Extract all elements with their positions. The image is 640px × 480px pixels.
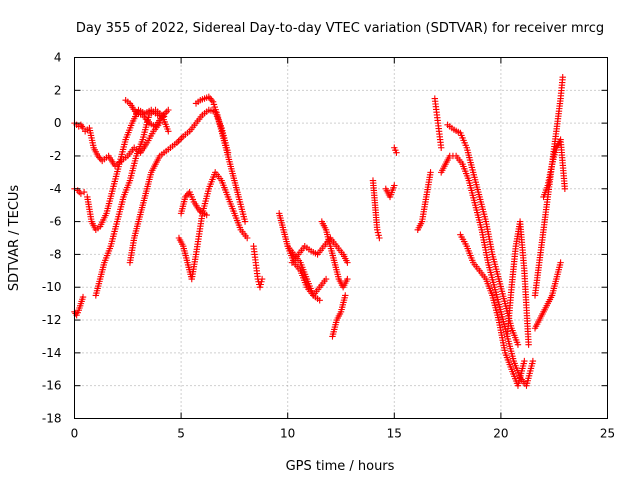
data-point — [79, 293, 87, 301]
x-tick-label: 10 — [280, 427, 295, 441]
tick-layer: 0 5 10 15 20 25 -18 -16 -14 -12 -10 -8 -6 -4 -2 0 2 4 — [42, 51, 615, 441]
series-arc-16 — [318, 218, 351, 291]
y-tick-label: -18 — [42, 412, 62, 426]
series-arc-14 — [284, 243, 323, 304]
series-arc-29 — [540, 136, 569, 201]
data-point — [344, 275, 351, 283]
data-point — [427, 169, 434, 176]
series-arc-12 — [250, 243, 266, 291]
x-tick-label: 25 — [600, 427, 615, 441]
series-arc-22 — [431, 95, 445, 151]
data-point — [344, 259, 351, 266]
data-point — [203, 211, 210, 219]
series-arc-03 — [71, 293, 87, 319]
data-point — [243, 234, 251, 242]
series-arc-09 — [175, 169, 251, 283]
data-point — [256, 284, 264, 291]
data-point — [376, 234, 383, 242]
y-tick-label: -12 — [42, 313, 62, 327]
x-tick-label: 0 — [71, 427, 79, 441]
y-tick-label: 2 — [54, 83, 62, 97]
data-point — [241, 218, 249, 225]
y-tick-label: -14 — [42, 346, 62, 360]
y-tick-label: -4 — [50, 182, 62, 196]
data-point — [561, 185, 569, 192]
data-point — [438, 144, 445, 151]
series-arc-28 — [531, 259, 564, 332]
series-arc-18 — [369, 177, 383, 242]
data-point — [557, 259, 564, 266]
y-axis-label: SDTVAR / TECUs — [7, 185, 22, 292]
series-arc-02 — [71, 185, 88, 197]
data-point — [342, 292, 349, 299]
data-point — [207, 95, 214, 102]
series-arc-15 — [288, 234, 351, 266]
data-point — [78, 123, 86, 130]
data-point — [165, 106, 172, 114]
data-point — [393, 149, 400, 156]
data-point — [525, 341, 532, 348]
data-point — [77, 190, 85, 197]
data-point — [316, 297, 323, 304]
y-tick-label: -2 — [50, 149, 62, 163]
y-tick-label: 4 — [54, 51, 62, 65]
data-layer — [71, 73, 569, 389]
y-tick-label: 0 — [54, 116, 62, 130]
plot-frame — [74, 57, 608, 419]
series-arc-10 — [177, 188, 210, 219]
y-tick-label: -8 — [50, 247, 62, 261]
series-arc-11 — [192, 93, 249, 225]
x-axis-label: GPS time / hours — [286, 459, 395, 474]
data-point — [175, 137, 182, 145]
x-tick-label: 15 — [387, 427, 402, 441]
series-arc-25 — [457, 231, 528, 389]
data-point — [391, 182, 398, 189]
data-point — [74, 187, 81, 194]
y-tick-label: -6 — [50, 215, 62, 229]
data-point — [375, 232, 382, 239]
data-point — [521, 357, 528, 365]
series-arc-06 — [92, 106, 172, 299]
series-arc-01 — [71, 119, 87, 132]
series-arc-08 — [122, 96, 172, 130]
y-tick-label: -10 — [42, 280, 62, 294]
data-point — [322, 275, 330, 283]
x-tick-label: 5 — [177, 427, 185, 441]
x-tick-label: 20 — [493, 427, 508, 441]
data-point — [165, 128, 172, 135]
series-arc-23 — [438, 152, 537, 389]
data-point — [257, 281, 264, 288]
data-point — [80, 188, 88, 196]
y-tick-label: -16 — [42, 379, 62, 393]
series-arc-20 — [391, 144, 400, 156]
series-arc-17 — [329, 292, 349, 340]
series-arc-21 — [414, 169, 434, 233]
data-point — [176, 136, 184, 143]
data-point — [178, 134, 185, 142]
series-arc-26 — [504, 218, 532, 348]
data-point — [258, 275, 266, 283]
chart-title: Day 355 of 2022, Sidereal Day-to-day VTE… — [76, 21, 604, 36]
data-point — [559, 73, 566, 81]
data-point — [514, 341, 522, 348]
data-point — [258, 278, 265, 285]
series-arc-19 — [382, 182, 398, 201]
data-point — [374, 229, 382, 236]
data-point — [79, 124, 87, 132]
data-point — [374, 226, 381, 233]
data-point — [529, 357, 537, 365]
